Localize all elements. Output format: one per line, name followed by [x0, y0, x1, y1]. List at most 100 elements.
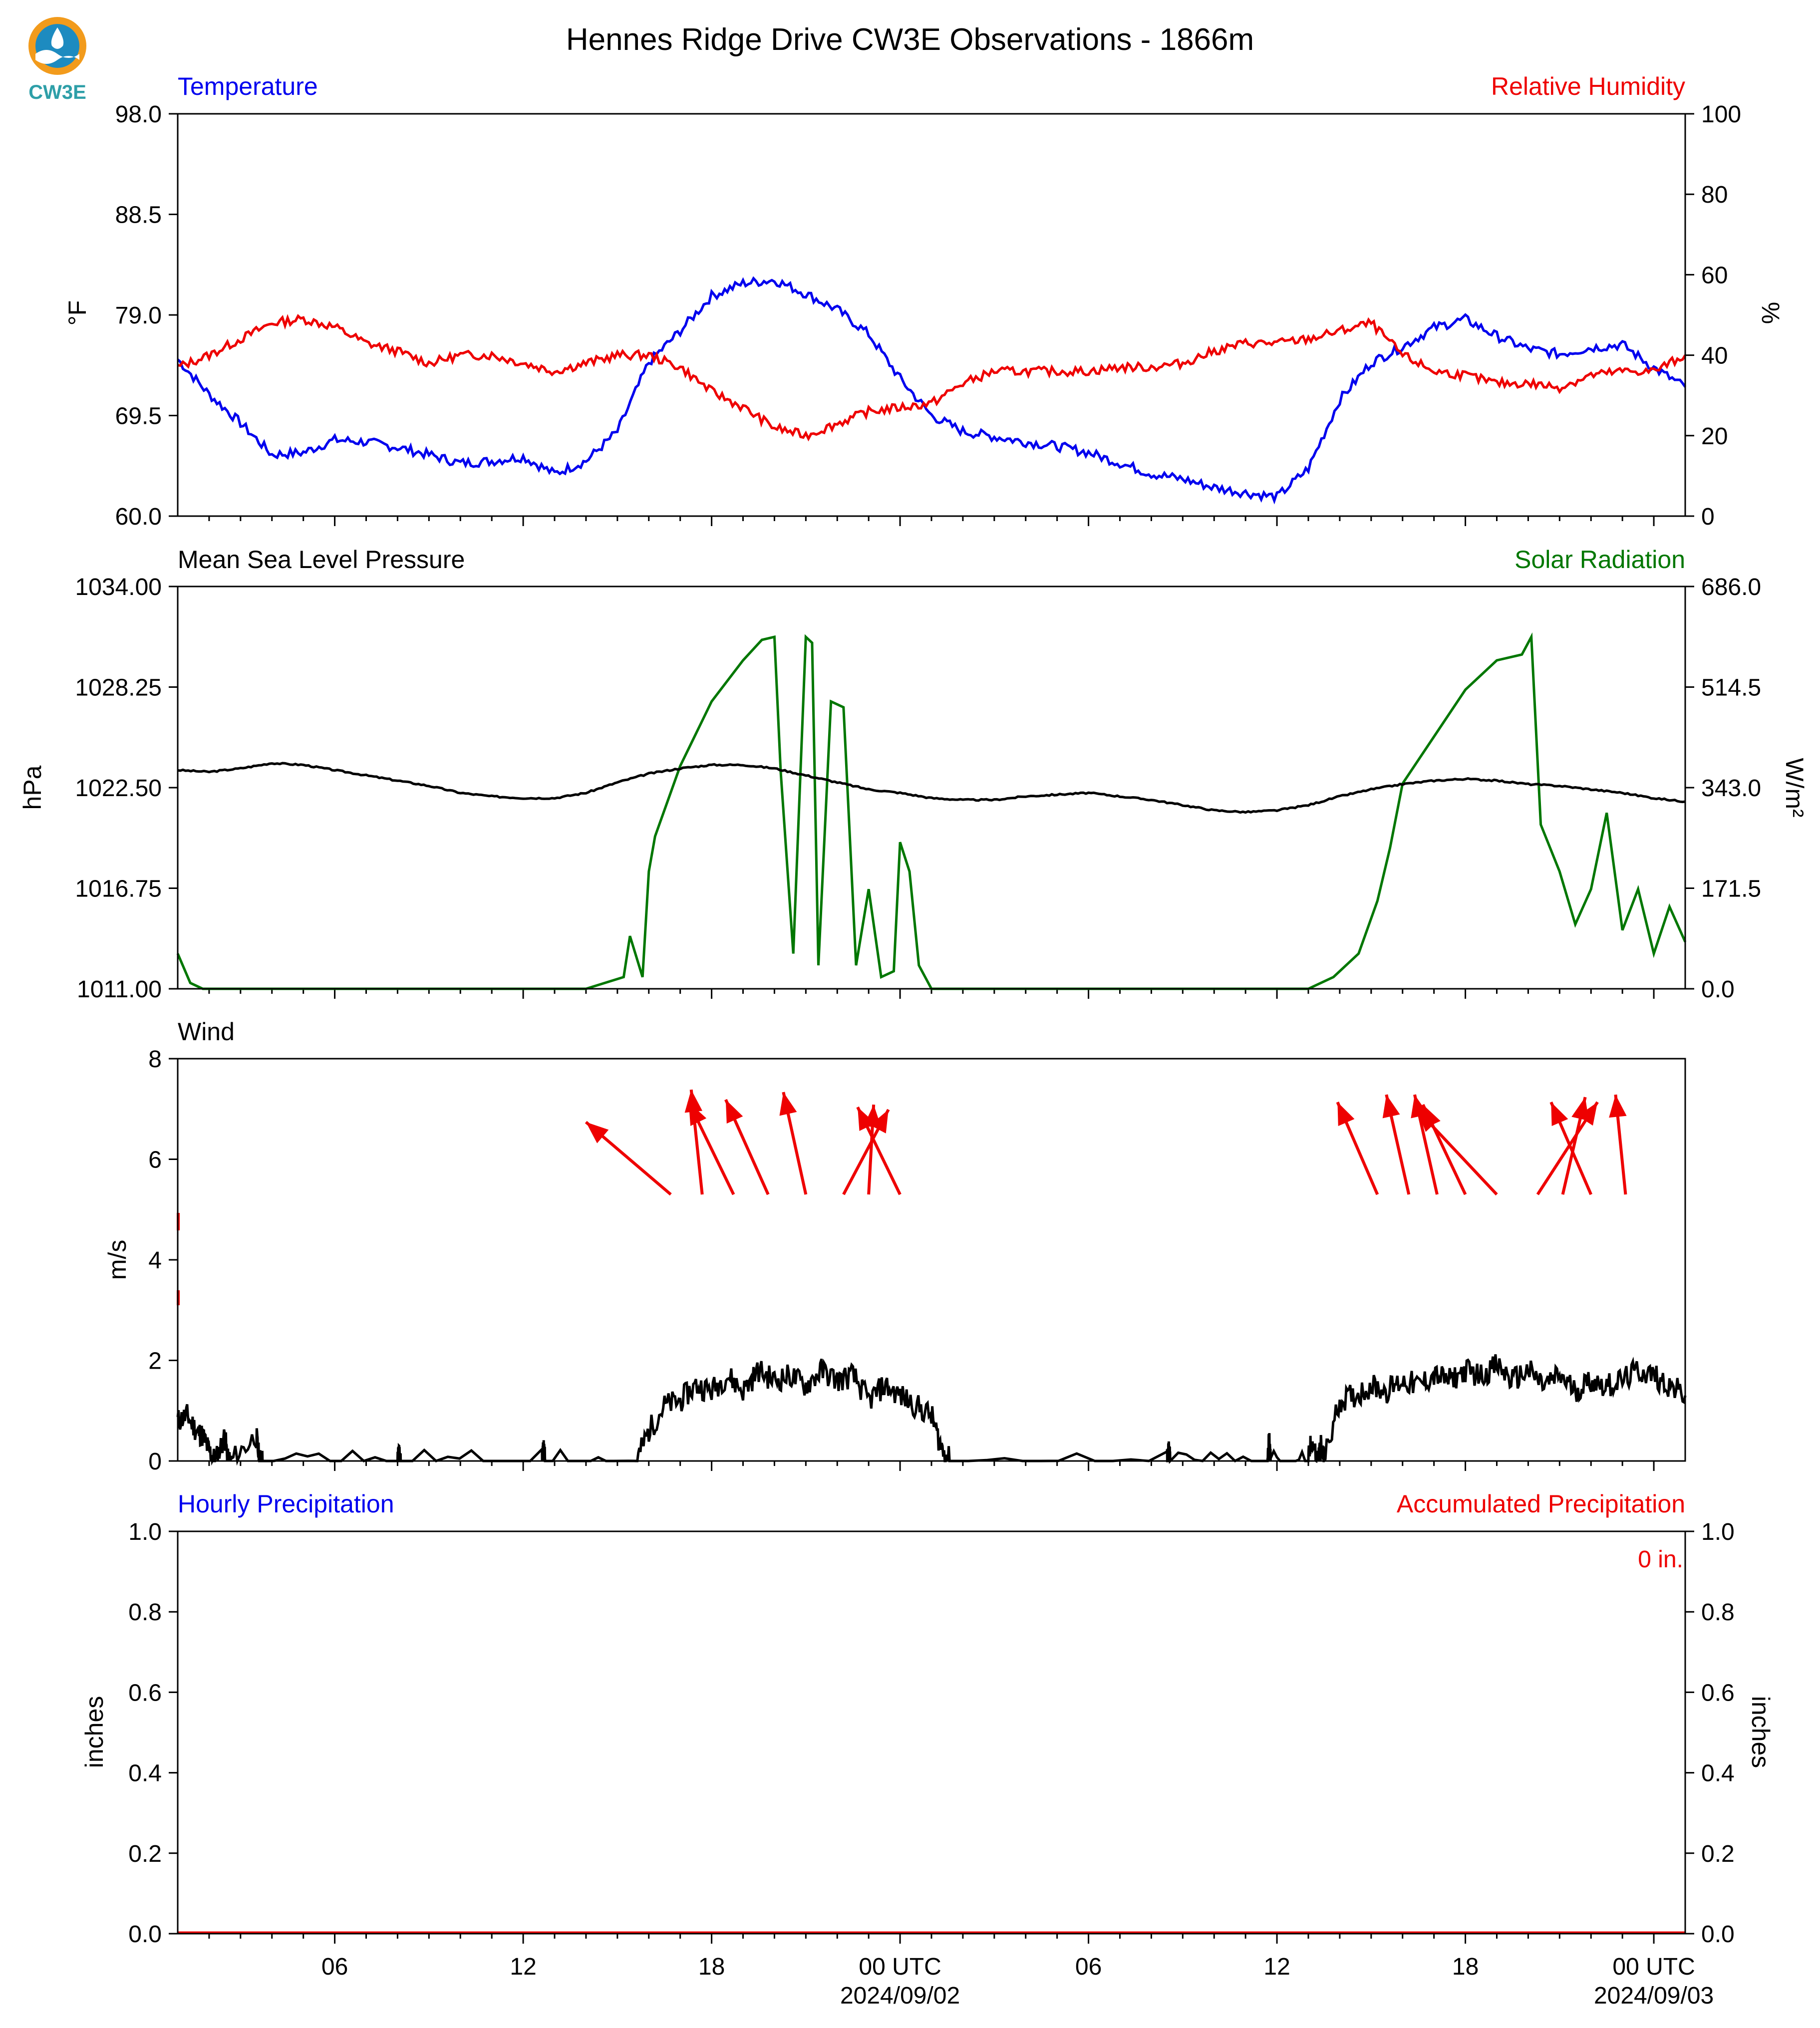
wind-axis-tick-label: 0 [148, 1449, 162, 1475]
cw3e-logo: CW3E [28, 17, 86, 103]
panel-pressure-solar: Mean Sea Level Pressure Solar Radiation … [18, 546, 1809, 1003]
accumulated-precip-label: 0 in. [1638, 1546, 1683, 1573]
wind-arrow-head [1551, 1102, 1568, 1127]
x-tick-label: 18 [698, 1954, 725, 1980]
wind-arrow-head [725, 1100, 743, 1124]
solar-axis-tick-label: 0.0 [1701, 976, 1735, 1003]
accum-precip-axis-tick-label: 0.4 [1701, 1760, 1735, 1787]
panel3-frame [177, 1058, 1686, 1462]
panel-precipitation: Hourly Precipitation Accumulated Precipi… [80, 1490, 1775, 2009]
hourly-precip-axis-tick-label: 0.2 [128, 1841, 162, 1867]
pressure-axis-tick-label: 1011.00 [77, 976, 162, 1003]
panel-temperature-humidity: Temperature Relative Humidity °F % 60.06… [63, 72, 1785, 530]
solar-axis-tick-label: 686.0 [1701, 574, 1761, 600]
x-axis-labels: 06 12 18 00 UTC 2024/09/02 06 12 18 00 UTC 2024/0… [321, 1954, 1714, 2009]
hourly-precip-axis-tick-label: 0.4 [128, 1760, 162, 1787]
x-tick-label: 18 [1452, 1954, 1479, 1980]
wind-arrow-head [1417, 1110, 1439, 1132]
panel2-xticks [208, 989, 1655, 999]
pressure-line [177, 762, 1686, 814]
hourly-precip-axis-tick-label: 0.0 [128, 1921, 162, 1948]
pressure-axis-tick-label: 1016.75 [75, 876, 162, 902]
temperature-axis-tick-label: 69.5 [115, 403, 162, 430]
logo-drop-icon [51, 27, 64, 49]
x-tick-label: 12 [1263, 1954, 1290, 1980]
wind-arrow-head [779, 1092, 797, 1116]
wind-direction-arrows [585, 1089, 1627, 1196]
panel1-xticks [208, 516, 1655, 526]
hourly-precip-axis-tick-label: 0.6 [128, 1680, 162, 1706]
wind-arrow-head [1337, 1102, 1355, 1127]
temperature-axis-tick-label: 98.0 [115, 101, 162, 128]
chart-title: Hennes Ridge Drive CW3E Observations - 1… [566, 22, 1254, 57]
wind-arrow-head [858, 1107, 876, 1131]
accum-precip-axis-tick-label: 1.0 [1701, 1519, 1735, 1545]
hourly-precip-axis-tick-label: 1.0 [128, 1519, 162, 1545]
wind-arrow-head [586, 1122, 609, 1144]
wind-arrow-head [1571, 1097, 1589, 1121]
panel3-ylabel-left: m/s [103, 1240, 131, 1280]
solar-radiation-line [176, 632, 1687, 990]
panel1-ylabel-left: °F [63, 300, 91, 326]
panel3-yticks-left: 0 2 4 6 8 [148, 1046, 178, 1475]
panel2-frame [177, 585, 1686, 990]
accum-precip-axis-tick-label: 0.6 [1701, 1680, 1735, 1706]
panel1-title-left: Temperature [178, 72, 318, 100]
wind-arrow-head [1609, 1095, 1627, 1118]
panel1-yticks-left: 60.0 69.5 79.0 88.5 98.0 [115, 101, 178, 530]
wind-axis-tick-label: 4 [148, 1247, 162, 1274]
wind-arrow-head [1382, 1095, 1400, 1119]
panel1-yticks-right: 0 20 40 60 80 100 [1685, 101, 1741, 530]
accum-precip-axis-tick-label: 0.0 [1701, 1921, 1735, 1948]
temperature-line [177, 276, 1687, 505]
wind-axis-tick-label: 2 [148, 1348, 162, 1375]
relative-humidity-line [177, 313, 1687, 442]
temperature-axis-tick-label: 79.0 [115, 302, 162, 329]
humidity-axis-tick-label: 20 [1701, 423, 1728, 450]
logo-wave [35, 50, 79, 64]
panel2-title-left: Mean Sea Level Pressure [178, 546, 465, 574]
logo-text: CW3E [28, 81, 86, 103]
panel2-title-right: Solar Radiation [1515, 546, 1685, 574]
panel4-title-left: Hourly Precipitation [178, 1490, 394, 1518]
x-date-label: 2024/09/02 [840, 1983, 960, 2009]
panel-wind: Wind m/s 0 2 4 6 8 [103, 1018, 1687, 1475]
x-tick-label: 00 UTC [859, 1954, 941, 1980]
panel2-ylabel-left: hPa [18, 765, 46, 810]
solar-axis-tick-label: 171.5 [1701, 876, 1761, 902]
pressure-axis-tick-label: 1022.50 [75, 775, 162, 802]
wind-axis-tick-label: 6 [148, 1147, 162, 1173]
x-tick-label: 06 [1075, 1954, 1102, 1980]
panel4-title-right: Accumulated Precipitation [1397, 1490, 1685, 1518]
solar-axis-tick-label: 343.0 [1701, 775, 1761, 802]
panel4-xticks [208, 1934, 1655, 1944]
panel1-frame [177, 113, 1686, 517]
panel4-yticks-left: 0.0 0.2 0.4 0.6 0.8 1.0 [128, 1519, 178, 1948]
humidity-axis-tick-label: 0 [1701, 504, 1715, 530]
humidity-axis-tick-label: 40 [1701, 343, 1728, 369]
panel4-ylabel-right: inches [1747, 1696, 1775, 1768]
panel2-yticks-right: 0.0 171.5 343.0 514.5 686.0 [1685, 574, 1761, 1003]
pressure-axis-tick-label: 1034.00 [75, 574, 162, 600]
accum-precip-axis-tick-label: 0.2 [1701, 1841, 1735, 1867]
temperature-axis-tick-label: 88.5 [115, 202, 162, 229]
panel1-title-right: Relative Humidity [1491, 72, 1685, 100]
hourly-precip-axis-tick-label: 0.8 [128, 1599, 162, 1626]
accum-precip-axis-tick-label: 0.8 [1701, 1599, 1735, 1626]
x-tick-label: 06 [321, 1954, 348, 1980]
panel3-xticks [208, 1461, 1655, 1471]
wind-axis-tick-label: 8 [148, 1046, 162, 1073]
humidity-axis-tick-label: 80 [1701, 182, 1728, 208]
panel4-yticks-right: 0.0 0.2 0.4 0.6 0.8 1.0 [1685, 1519, 1735, 1948]
x-date-label: 2024/09/03 [1594, 1983, 1714, 2009]
panel2-yticks-left: 1011.00 1016.75 1022.50 1028.25 1034.00 [75, 574, 178, 1003]
panel1-ylabel-right: % [1757, 302, 1785, 324]
humidity-axis-tick-label: 60 [1701, 262, 1728, 289]
x-tick-label: 00 UTC [1612, 1954, 1695, 1980]
panel4-ylabel-left: inches [80, 1696, 108, 1768]
panel2-ylabel-right: W/m² [1781, 758, 1809, 817]
temperature-axis-tick-label: 60.0 [115, 504, 162, 530]
solar-axis-tick-label: 514.5 [1701, 675, 1761, 701]
x-tick-label: 12 [510, 1954, 536, 1980]
